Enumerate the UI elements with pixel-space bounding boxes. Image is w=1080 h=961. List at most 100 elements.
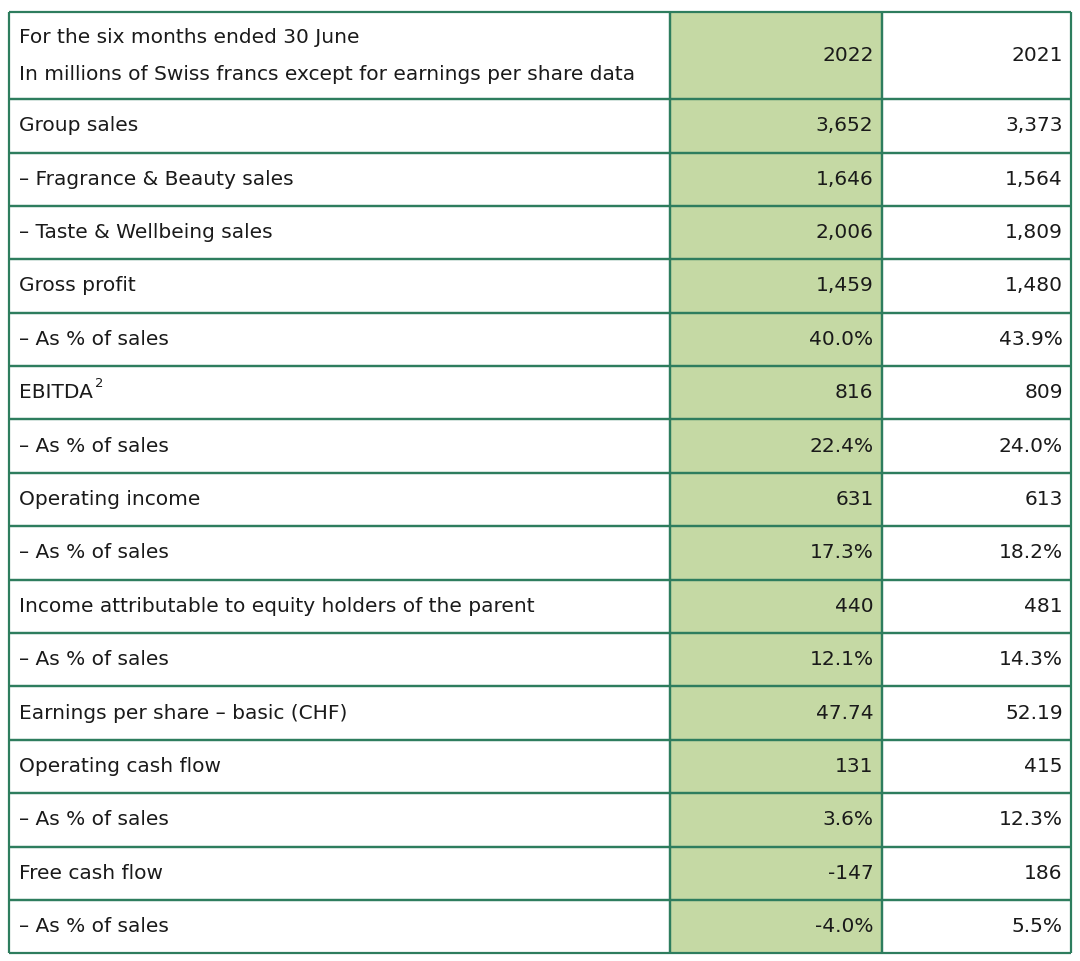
Bar <box>882 686 1071 740</box>
Bar <box>9 419 670 473</box>
Text: 43.9%: 43.9% <box>999 330 1063 349</box>
Text: 12.3%: 12.3% <box>999 810 1063 829</box>
Text: -147: -147 <box>827 864 874 883</box>
Bar <box>9 312 670 366</box>
Text: 5.5%: 5.5% <box>1012 917 1063 936</box>
Bar <box>670 473 882 527</box>
Text: Group sales: Group sales <box>19 116 138 136</box>
Bar <box>670 527 882 579</box>
Bar <box>882 153 1071 206</box>
Bar <box>9 899 670 953</box>
Bar <box>9 366 670 419</box>
Text: – As % of sales: – As % of sales <box>19 330 170 349</box>
Text: -4.0%: -4.0% <box>815 917 874 936</box>
Bar <box>9 473 670 527</box>
Text: 3.6%: 3.6% <box>823 810 874 829</box>
Bar <box>9 847 670 899</box>
Text: 47.74: 47.74 <box>815 703 874 723</box>
Text: For the six months ended 30 June: For the six months ended 30 June <box>19 28 360 47</box>
Bar <box>670 899 882 953</box>
Text: Free cash flow: Free cash flow <box>19 864 163 883</box>
Bar <box>9 153 670 206</box>
Bar <box>9 99 670 153</box>
Text: 1,564: 1,564 <box>1005 170 1063 188</box>
Text: 22.4%: 22.4% <box>809 436 874 456</box>
Bar <box>670 312 882 366</box>
Bar <box>9 12 670 99</box>
Bar <box>670 366 882 419</box>
Text: 2022: 2022 <box>822 46 874 64</box>
Text: – As % of sales: – As % of sales <box>19 810 170 829</box>
Text: – Taste & Wellbeing sales: – Taste & Wellbeing sales <box>19 223 273 242</box>
Text: 186: 186 <box>1024 864 1063 883</box>
Bar <box>882 99 1071 153</box>
Text: 440: 440 <box>835 597 874 616</box>
Text: 3,373: 3,373 <box>1005 116 1063 136</box>
Bar <box>882 419 1071 473</box>
Text: 1,646: 1,646 <box>815 170 874 188</box>
Text: 24.0%: 24.0% <box>999 436 1063 456</box>
Text: Operating cash flow: Operating cash flow <box>19 757 221 776</box>
Text: – As % of sales: – As % of sales <box>19 917 170 936</box>
Bar <box>670 99 882 153</box>
Text: 3,652: 3,652 <box>815 116 874 136</box>
Bar <box>670 206 882 259</box>
Bar <box>670 419 882 473</box>
Bar <box>9 206 670 259</box>
Text: – As % of sales: – As % of sales <box>19 436 170 456</box>
Bar <box>670 12 882 99</box>
Text: 52.19: 52.19 <box>1005 703 1063 723</box>
Bar <box>882 899 1071 953</box>
Text: 1,809: 1,809 <box>1004 223 1063 242</box>
Bar <box>882 259 1071 312</box>
Text: In millions of Swiss francs except for earnings per share data: In millions of Swiss francs except for e… <box>19 65 635 85</box>
Bar <box>882 633 1071 686</box>
Bar <box>882 366 1071 419</box>
Bar <box>882 847 1071 899</box>
Bar <box>9 686 670 740</box>
Bar <box>882 12 1071 99</box>
Text: 18.2%: 18.2% <box>999 543 1063 562</box>
Bar <box>670 579 882 633</box>
Text: EBITDA: EBITDA <box>19 383 93 403</box>
Text: 809: 809 <box>1024 383 1063 403</box>
Text: Earnings per share – basic (CHF): Earnings per share – basic (CHF) <box>19 703 348 723</box>
Text: – As % of sales: – As % of sales <box>19 543 170 562</box>
Text: – Fragrance & Beauty sales: – Fragrance & Beauty sales <box>19 170 294 188</box>
Bar <box>882 312 1071 366</box>
Text: 12.1%: 12.1% <box>809 651 874 669</box>
Text: 481: 481 <box>1024 597 1063 616</box>
Bar <box>9 579 670 633</box>
Text: 2,006: 2,006 <box>815 223 874 242</box>
Text: – As % of sales: – As % of sales <box>19 651 170 669</box>
Text: 17.3%: 17.3% <box>810 543 874 562</box>
Text: 631: 631 <box>835 490 874 509</box>
Text: 40.0%: 40.0% <box>809 330 874 349</box>
Bar <box>882 579 1071 633</box>
Bar <box>670 740 882 793</box>
Text: 2021: 2021 <box>1011 46 1063 64</box>
Bar <box>670 633 882 686</box>
Bar <box>670 686 882 740</box>
Text: Income attributable to equity holders of the parent: Income attributable to equity holders of… <box>19 597 535 616</box>
Bar <box>882 793 1071 847</box>
Bar <box>882 527 1071 579</box>
Bar <box>9 793 670 847</box>
Text: 613: 613 <box>1024 490 1063 509</box>
Text: 2: 2 <box>95 377 104 389</box>
Text: 14.3%: 14.3% <box>999 651 1063 669</box>
Bar <box>670 793 882 847</box>
Bar <box>670 847 882 899</box>
Bar <box>9 259 670 312</box>
Bar <box>882 473 1071 527</box>
Bar <box>9 740 670 793</box>
Bar <box>882 206 1071 259</box>
Bar <box>882 740 1071 793</box>
Bar <box>670 259 882 312</box>
Text: 1,459: 1,459 <box>815 277 874 295</box>
Text: Gross profit: Gross profit <box>19 277 136 295</box>
Bar <box>670 153 882 206</box>
Text: Operating income: Operating income <box>19 490 201 509</box>
Text: 131: 131 <box>835 757 874 776</box>
Bar <box>9 633 670 686</box>
